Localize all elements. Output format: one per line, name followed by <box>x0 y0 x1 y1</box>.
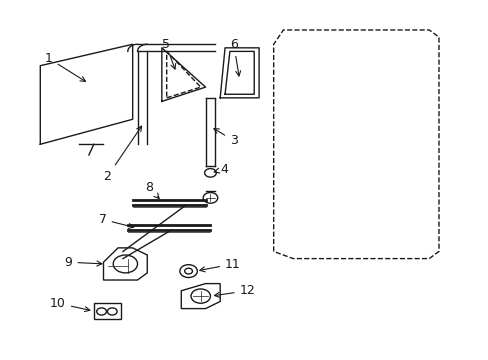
Text: 7: 7 <box>99 213 133 229</box>
Text: 2: 2 <box>103 126 142 183</box>
Text: 6: 6 <box>229 38 240 76</box>
Text: 10: 10 <box>50 297 90 312</box>
Text: 8: 8 <box>144 181 159 198</box>
Bar <box>94 303 120 319</box>
Text: 1: 1 <box>45 52 85 81</box>
Text: 4: 4 <box>214 163 227 176</box>
Text: 9: 9 <box>64 256 102 269</box>
Text: 11: 11 <box>200 257 240 272</box>
Text: 12: 12 <box>214 284 255 297</box>
Text: 5: 5 <box>162 38 175 69</box>
Text: 3: 3 <box>213 129 237 147</box>
